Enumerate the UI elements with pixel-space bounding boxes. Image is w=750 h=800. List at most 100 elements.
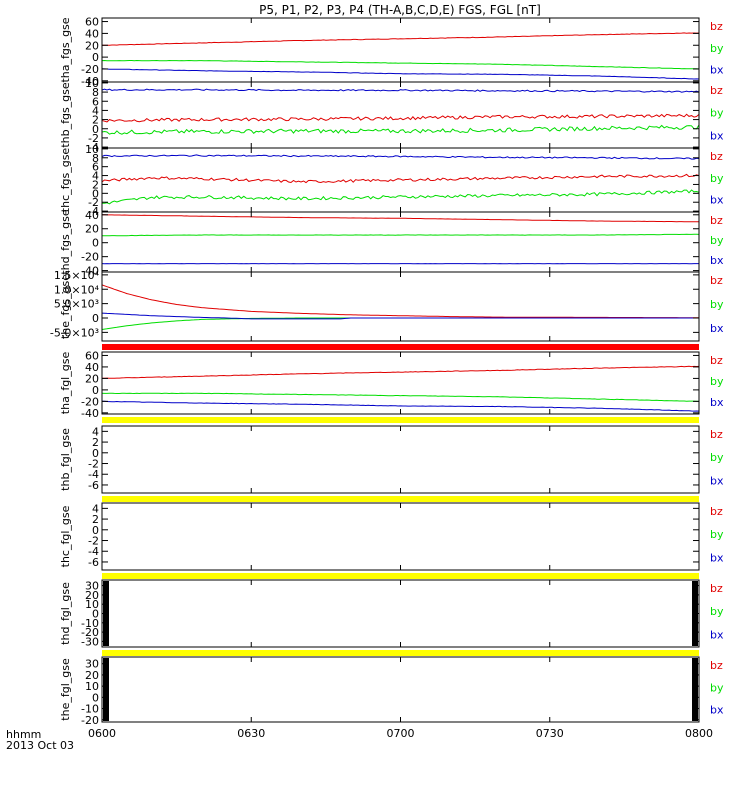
series-by-line <box>102 59 699 70</box>
panel-frame <box>101 351 700 415</box>
y-axis-label: thd_fgs_gse <box>59 209 72 275</box>
legend-bz: bz <box>710 354 723 367</box>
legend-bx: bx <box>710 194 724 207</box>
legend-by: by <box>710 605 724 618</box>
y-axis-label: the_fgl_gse <box>59 658 72 721</box>
y-tick-label: 5.0×10³ <box>54 298 99 311</box>
y-tick-label: -20 <box>81 626 99 639</box>
y-tick-label: 0 <box>92 51 99 64</box>
y-tick-label: 2 <box>92 114 99 127</box>
series-by-line <box>102 233 699 237</box>
panel-thc_fgl_gse: 420-2-4-6 thc_fgl_gse bz by bx <box>59 502 724 579</box>
series-bz-line <box>102 113 699 123</box>
legend-by: by <box>710 298 724 311</box>
plot-title: P5, P1, P2, P3, P4 (TH-A,B,C,D,E) FGS, F… <box>259 3 541 17</box>
panel-frame <box>101 502 700 571</box>
y-tick-label: 60 <box>85 349 99 362</box>
y-tick-label: 30 <box>85 580 99 593</box>
y-tick-label: 0 <box>92 237 99 250</box>
legend-by: by <box>710 107 724 120</box>
series-by-line <box>102 392 699 402</box>
y-tick-label: 2 <box>92 513 99 526</box>
legend-bz: bz <box>710 150 723 163</box>
y-tick-label: -4 <box>88 468 99 481</box>
y-tick-label: 40 <box>85 361 99 374</box>
y-tick-label: 10 <box>85 143 99 156</box>
y-tick-label: 0 <box>92 691 99 704</box>
series-bx-line <box>102 88 699 93</box>
panel-legend: bz by bx <box>710 84 724 142</box>
y-axis-label: thd_fgl_gse <box>59 582 72 645</box>
y-tick-label: 0 <box>92 608 99 621</box>
panel-legend: bz by bx <box>710 582 724 641</box>
y-axis-label: tha_fgs_gse <box>59 17 72 82</box>
y-tick-label: 8 <box>92 86 99 99</box>
x-tick-label-0630: 0630 <box>237 727 265 740</box>
y-tick-label: -2 <box>88 535 99 548</box>
y-tick-label: 1.5×10⁴ <box>54 269 100 282</box>
series-by-line <box>102 124 699 135</box>
y-tick-label: -10 <box>81 617 99 630</box>
y-tick-label: 0 <box>92 312 99 325</box>
series-bz-line <box>102 32 699 46</box>
edge-data-left <box>103 658 109 721</box>
y-tick-label: -20 <box>81 395 99 408</box>
y-tick-label: -40 <box>81 407 99 420</box>
y-tick-label: -5.0×10³ <box>50 326 99 339</box>
y-tick-label: 4 <box>92 425 99 438</box>
y-tick-label: 0 <box>92 384 99 397</box>
y-tick-label: -4 <box>88 545 99 558</box>
y-tick-label: 20 <box>85 372 99 385</box>
x-tick-label-0700: 0700 <box>387 727 415 740</box>
y-tick-label: 20 <box>85 589 99 602</box>
y-tick-label: -2 <box>88 458 99 471</box>
edge-data-marks <box>103 658 698 721</box>
x-tick-label-0800: 0800 <box>685 727 713 740</box>
y-tick-label: -20 <box>81 251 99 264</box>
y-tick-label: 0 <box>92 447 99 460</box>
legend-bz: bz <box>710 659 723 672</box>
y-tick-label: 10 <box>85 598 99 611</box>
edge-data-right <box>692 658 698 721</box>
y-tick-label: 6 <box>92 95 99 108</box>
legend-bz: bz <box>710 582 723 595</box>
legend-bz: bz <box>710 505 723 518</box>
series-bx-line <box>102 68 699 80</box>
y-axis-label: thc_fgs_gse <box>59 148 72 213</box>
series-bz-line <box>102 214 699 223</box>
y-tick-label: -40 <box>81 75 99 88</box>
y-tick-label: 40 <box>85 27 99 40</box>
legend-bz: bz <box>710 84 723 97</box>
y-tick-label: 1.0×10⁴ <box>54 283 100 296</box>
series-by-line <box>102 189 699 205</box>
x-label-hhmm: hhmm <box>6 728 41 741</box>
panel-legend: bz by bx <box>710 150 724 207</box>
panel-lines <box>102 365 699 412</box>
x-tick-label-0600: 0600 <box>88 727 116 740</box>
series-bz-line <box>102 284 699 319</box>
y-tick-label: 0 <box>92 123 99 136</box>
status-bar-yellow <box>102 573 699 579</box>
y-tick-label: -6 <box>88 479 99 492</box>
y-tick-label: -2 <box>88 196 99 209</box>
legend-by: by <box>710 451 724 464</box>
y-axis-label: thb_fgl_gse <box>59 428 72 491</box>
panel-legend: bz by bx <box>710 428 724 487</box>
y-tick-label: 40 <box>85 209 99 222</box>
y-tick-label: -30 <box>81 635 99 648</box>
status-bar-red <box>102 344 699 350</box>
series-bx-line <box>102 312 699 320</box>
legend-bx: bx <box>710 64 724 77</box>
legend-bx: bx <box>710 704 724 717</box>
legend-by: by <box>710 681 724 694</box>
y-tick-label: -4 <box>88 141 99 154</box>
y-tick-label: 6 <box>92 161 99 174</box>
panel-lines <box>102 214 699 265</box>
panel-legend: bz by bx <box>710 505 724 564</box>
y-tick-label: 2 <box>92 436 99 449</box>
panel-lines <box>102 154 699 205</box>
y-axis-label: thb_fgs_gse <box>59 82 72 148</box>
